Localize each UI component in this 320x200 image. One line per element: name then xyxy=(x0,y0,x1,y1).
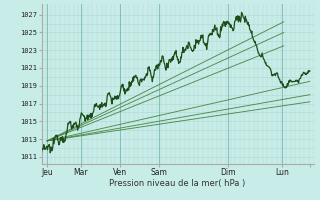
X-axis label: Pression niveau de la mer( hPa ): Pression niveau de la mer( hPa ) xyxy=(109,179,246,188)
